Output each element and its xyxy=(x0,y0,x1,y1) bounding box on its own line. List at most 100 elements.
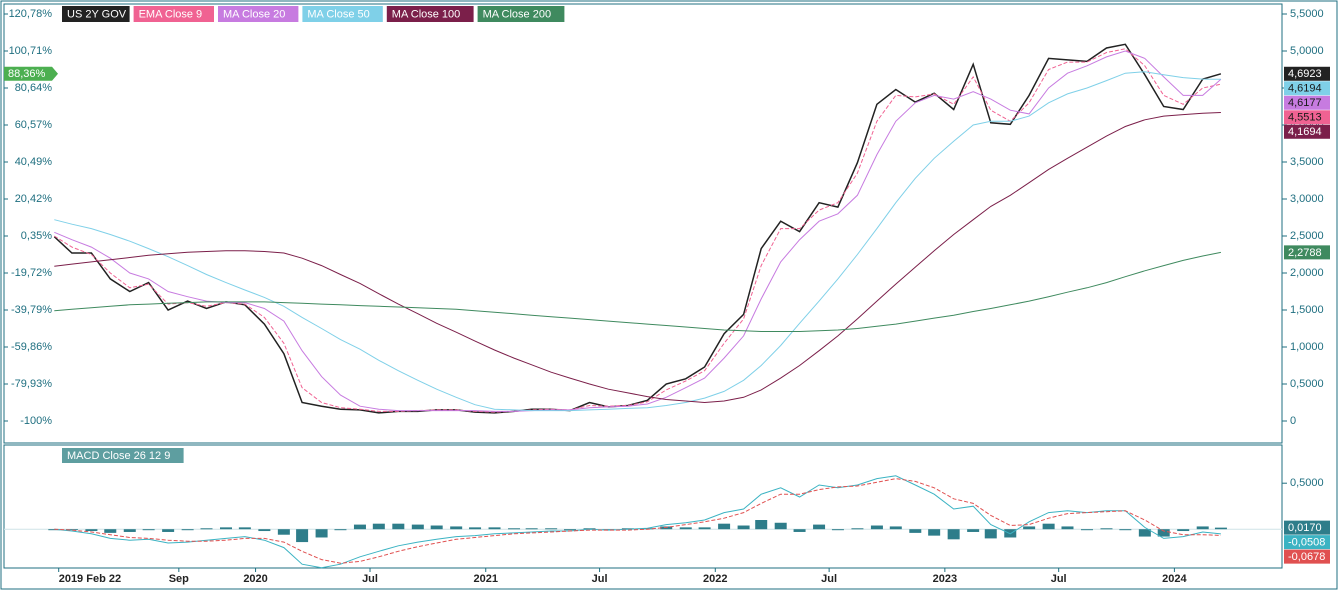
value-label: 4,6177 xyxy=(1288,97,1322,109)
legend-swatch xyxy=(386,6,474,22)
histogram-bar xyxy=(1177,529,1190,532)
histogram-bar xyxy=(181,529,194,531)
current-label-box xyxy=(4,66,58,81)
histogram-bar xyxy=(831,529,844,531)
y-tick-label: 0,5000 xyxy=(1290,477,1324,489)
histogram-bar xyxy=(142,529,155,531)
legend-swatch xyxy=(62,6,130,22)
histogram-bar xyxy=(430,525,443,530)
value-label: -0,0678 xyxy=(1288,551,1325,563)
histogram-bar xyxy=(372,523,385,530)
legend-label: MA Close 20 xyxy=(223,8,285,20)
current-label: 88,36% xyxy=(8,68,46,80)
y2-tick-label: 0,5000 xyxy=(1290,378,1324,390)
legend-swatch xyxy=(218,6,299,22)
y-tick-label: 0,35% xyxy=(21,230,52,242)
series-line xyxy=(54,50,1222,412)
histogram-bar xyxy=(1119,529,1132,531)
x-tick-label: 2020 xyxy=(243,573,267,585)
histogram-bar xyxy=(525,528,538,530)
histogram-bar xyxy=(1214,527,1227,530)
y-tick-label: 20,42% xyxy=(15,193,53,205)
histogram-bar xyxy=(353,524,366,530)
x-tick-label: Jul xyxy=(592,573,608,585)
series-line xyxy=(54,251,1221,332)
histogram-bar xyxy=(928,529,941,536)
y-tick-label: -59,86% xyxy=(11,341,52,353)
legend-label: MA Close 50 xyxy=(307,8,369,20)
value-label-box xyxy=(1284,81,1330,96)
histogram-bar xyxy=(793,529,806,532)
histogram-bar xyxy=(774,522,787,530)
x-tick-label: Jul xyxy=(821,573,837,585)
histogram-bar xyxy=(1196,526,1209,530)
y-tick-label: 120,78% xyxy=(9,8,53,20)
value-label: 0,0170 xyxy=(1288,522,1322,534)
histogram-bar xyxy=(1080,529,1093,531)
y2-tick-label: 3,0000 xyxy=(1290,193,1324,205)
histogram-bar xyxy=(564,529,577,531)
histogram-bar xyxy=(65,529,78,531)
legend-label: MA Close 200 xyxy=(483,8,551,20)
histogram-bar xyxy=(1023,526,1036,530)
histogram-bar xyxy=(1138,529,1151,537)
y2-tick-label: 1,0000 xyxy=(1290,341,1324,353)
macd-panel xyxy=(3,444,1283,569)
histogram-bar xyxy=(947,529,960,540)
legend-swatch xyxy=(133,6,214,22)
histogram-bar xyxy=(219,527,232,530)
value-label-box xyxy=(1284,66,1330,81)
y-tick-label: 60,57% xyxy=(15,119,53,131)
histogram-bar xyxy=(813,524,826,530)
x-tick-label: 2019 Feb 22 xyxy=(59,573,121,585)
histogram-bar xyxy=(545,528,558,530)
histogram-bar xyxy=(277,529,290,535)
histogram-bar xyxy=(508,528,521,530)
legend-label: US 2Y GOV xyxy=(67,8,127,20)
value-label-box xyxy=(1284,245,1330,260)
histogram-bar xyxy=(104,529,117,533)
y2-tick-label: 2,5000 xyxy=(1290,230,1324,242)
histogram-bar xyxy=(488,527,501,530)
histogram-bar xyxy=(296,529,309,543)
y2-tick-label: 1,5000 xyxy=(1290,304,1324,316)
y2-tick-label: 5,5000 xyxy=(1290,8,1324,20)
value-label: 2,2788 xyxy=(1288,247,1322,259)
y-tick-label: 100,71% xyxy=(9,45,53,57)
series-line xyxy=(54,48,1222,413)
histogram-bar xyxy=(679,527,692,530)
histogram-bar xyxy=(889,526,902,530)
value-label-box xyxy=(1284,95,1330,110)
x-tick-label: 2023 xyxy=(933,573,957,585)
value-label-box xyxy=(1284,110,1330,125)
histogram-bar xyxy=(123,529,136,532)
histogram-bar xyxy=(238,527,251,530)
histogram-bar xyxy=(967,529,980,532)
series-line xyxy=(54,478,1221,564)
histogram-bar xyxy=(411,524,424,530)
y2-tick-label: 2,0000 xyxy=(1290,267,1324,279)
histogram-bar xyxy=(392,523,405,530)
histogram-bar xyxy=(737,525,750,530)
x-tick-label: 2021 xyxy=(473,573,497,585)
histogram-bar xyxy=(851,528,864,530)
y-tick-label: -100% xyxy=(20,415,52,427)
series-line xyxy=(54,71,1221,412)
series-line xyxy=(53,43,1222,414)
histogram-bar xyxy=(258,529,271,532)
histogram-bar xyxy=(1100,528,1113,530)
x-tick-label: 2024 xyxy=(1162,573,1187,585)
histogram-bar xyxy=(909,529,922,533)
x-tick-label: 2022 xyxy=(703,573,727,585)
histogram-bar xyxy=(870,525,883,530)
histogram-bar xyxy=(984,529,997,539)
value-label-box xyxy=(1284,535,1330,550)
y2-tick-label: 5,0000 xyxy=(1290,45,1324,57)
value-label-box xyxy=(1284,549,1330,564)
x-tick-label: Jul xyxy=(362,573,378,585)
value-label: 4,5513 xyxy=(1288,112,1322,124)
histogram-bar xyxy=(469,527,482,530)
